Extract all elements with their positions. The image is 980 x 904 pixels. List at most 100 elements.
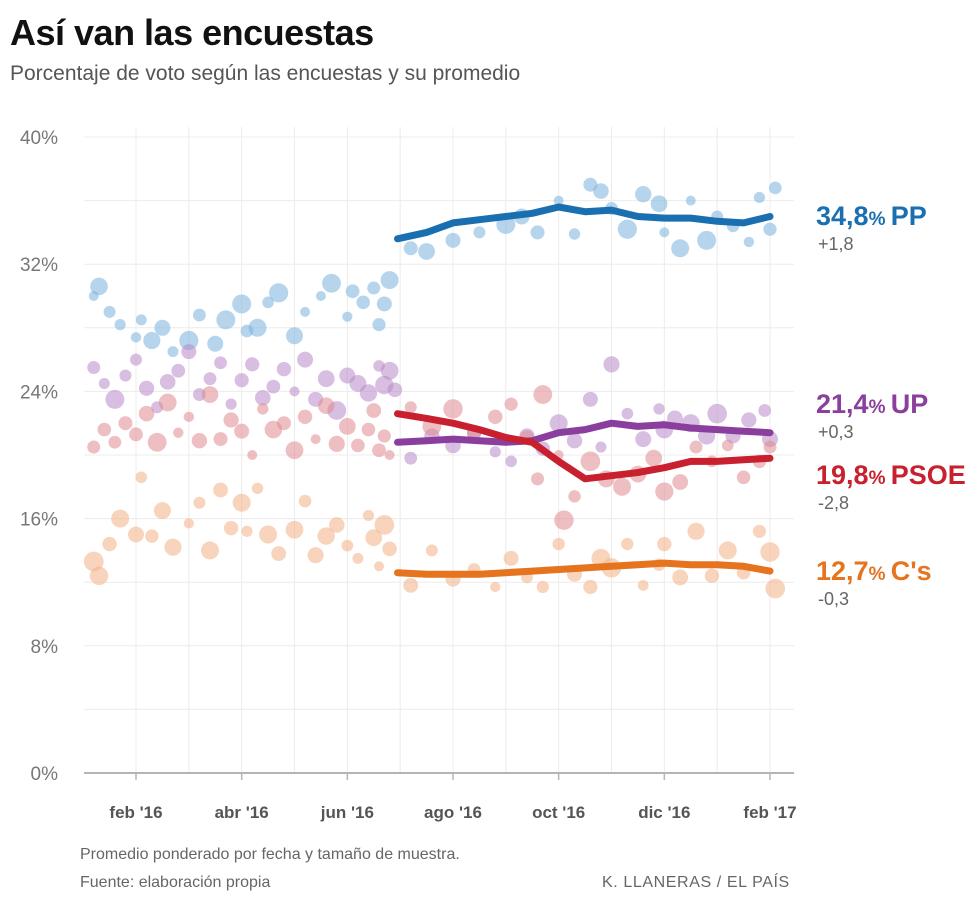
end-unit: % (869, 209, 891, 230)
poll-point-cs (307, 547, 324, 564)
method-note: Promedio ponderado por fecha y tamaño de… (80, 846, 460, 863)
poll-point-up (225, 398, 237, 410)
poll-point-up (214, 356, 227, 370)
poll-point-up (404, 451, 418, 465)
y-tick-label: 32% (20, 255, 58, 276)
end-value: 19,8 (816, 460, 869, 490)
poll-point-psoe (645, 449, 663, 467)
end-change-psoe: -2,8 (818, 493, 849, 513)
poll-point-pp (114, 319, 126, 331)
poll-point-pp (269, 283, 289, 303)
poll-point-cs (83, 551, 104, 572)
poll-point-pp (403, 241, 418, 256)
poll-point-cs (672, 569, 689, 586)
average-line-psoe (394, 410, 774, 483)
poll-point-psoe (234, 423, 250, 439)
grid-layer (84, 127, 794, 774)
poll-point-cs (490, 581, 501, 593)
poll-point-up (105, 389, 125, 409)
poll-point-psoe (361, 422, 376, 437)
poll-point-cs (621, 537, 634, 551)
poll-point-pp (167, 346, 179, 358)
poll-point-pp (232, 294, 252, 314)
poll-point-psoe (689, 440, 703, 454)
poll-point-up (380, 361, 399, 380)
poll-point-psoe (297, 409, 313, 425)
y-tick-label: 40% (20, 128, 58, 149)
poll-point-cs (382, 541, 397, 557)
credit-note: K. LLANERAS / EL PAÍS (602, 874, 790, 891)
poll-point-psoe (138, 405, 155, 422)
poll-point-pp (743, 236, 755, 248)
chart-title: Así van las encuestas (10, 12, 374, 53)
y-tick-label: 16% (20, 510, 58, 531)
poll-point-psoe (554, 510, 574, 530)
poll-point-psoe (285, 441, 304, 460)
poll-point-pp (697, 230, 717, 250)
poll-point-cs (718, 541, 737, 560)
poll-point-cs (583, 579, 598, 595)
x-tick-label: dic '16 (638, 803, 690, 822)
poll-point-up (266, 379, 281, 394)
poll-point-psoe (384, 450, 395, 460)
poll-point-psoe (223, 412, 239, 428)
poll-point-pp (135, 314, 147, 326)
source-note: Fuente: elaboración propia (80, 874, 271, 891)
poll-point-up (758, 404, 772, 417)
end-unit: % (869, 468, 891, 489)
end-label-psoe: 19,8% PSOE (816, 460, 966, 490)
poll-point-pp (90, 277, 108, 296)
poll-point-up (245, 357, 260, 372)
poll-point-cs (223, 520, 239, 536)
y-tick-label: 0% (31, 764, 59, 785)
average-line-pp (394, 203, 774, 243)
poll-point-pp (322, 273, 341, 293)
end-change-cs: -0,3 (818, 589, 849, 609)
poll-point-cs (89, 566, 109, 586)
poll-point-pp (473, 226, 486, 239)
poll-point-psoe (173, 427, 184, 438)
average-line-cs (394, 559, 774, 578)
poll-point-pp (207, 335, 224, 352)
poll-point-cs (213, 482, 228, 498)
poll-point-pp (286, 327, 303, 345)
poll-point-cs (365, 529, 383, 547)
poll-point-psoe (404, 401, 417, 414)
poll-point-up (595, 441, 607, 453)
poll-point-up (653, 403, 665, 415)
end-label-up: 21,4% UP (816, 389, 928, 419)
series-name: PP (891, 201, 927, 231)
poll-point-up (254, 389, 271, 406)
x-tick-label: ago '16 (424, 803, 482, 822)
poll-point-cs (374, 515, 395, 535)
poll-point-up (203, 372, 217, 386)
poll-point-pp (530, 225, 545, 240)
end-value: 21,4 (816, 389, 869, 419)
poll-point-cs (135, 471, 148, 484)
poll-point-up (171, 363, 186, 378)
poll-point-psoe (672, 474, 689, 490)
poll-point-cs (657, 536, 672, 552)
poll-point-cs (503, 550, 519, 566)
poll-point-pp (103, 305, 116, 318)
poll-point-psoe (183, 411, 195, 423)
poll-point-psoe (372, 443, 386, 458)
poll-point-pp (650, 195, 668, 213)
poll-point-pp (617, 219, 637, 239)
poll-point-psoe (317, 397, 335, 415)
poll-point-pp (553, 195, 564, 206)
poll-point-psoe (87, 440, 101, 454)
poll-point-up (549, 414, 568, 433)
poll-point-cs (552, 537, 565, 551)
poll-point-cs (285, 520, 304, 539)
poll-point-cs (102, 536, 117, 552)
poll-point-pp (372, 318, 386, 332)
poll-point-psoe (351, 438, 365, 453)
poll-point-psoe (377, 429, 391, 443)
poll-point-pp (367, 281, 381, 295)
poll-point-cs (183, 518, 194, 529)
x-tick-label: oct '16 (532, 803, 585, 822)
poll-point-up (707, 403, 727, 424)
average-line-up (394, 419, 774, 446)
